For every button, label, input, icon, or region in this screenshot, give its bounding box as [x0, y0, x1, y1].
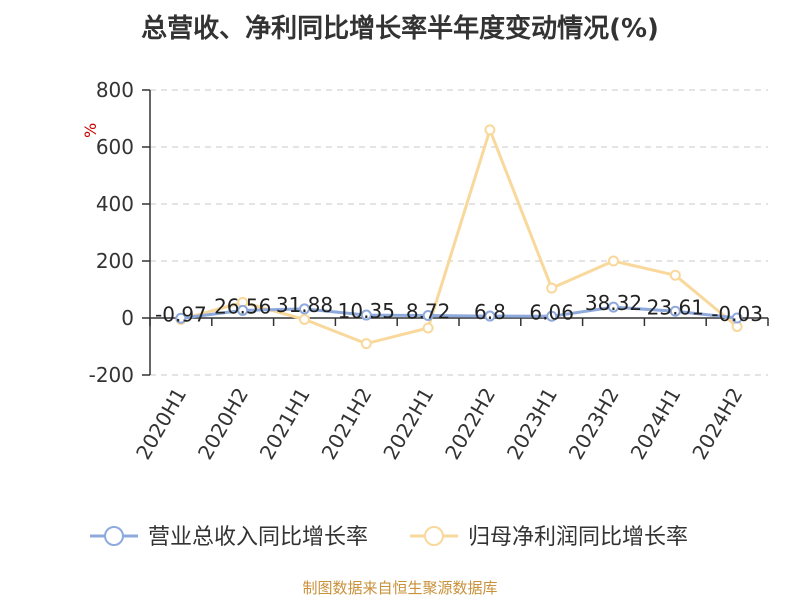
data-label: -0.03: [711, 302, 763, 326]
x-tick-label: 2023H1: [502, 384, 562, 464]
y-tick-label: 600: [96, 135, 134, 159]
data-label: 31.88: [276, 293, 333, 317]
data-label: 8.72: [406, 300, 451, 324]
series-line: [180, 305, 738, 320]
legend-marker: [104, 526, 124, 546]
y-tick-label: 200: [96, 249, 134, 273]
data-point: [360, 338, 372, 350]
x-tick-label: 2021H1: [255, 384, 315, 464]
x-tick-label: 2024H2: [687, 384, 747, 464]
series-points: [175, 124, 743, 350]
data-point: [299, 313, 310, 325]
data-point: [422, 310, 434, 322]
data-point: [608, 301, 619, 313]
y-tick-label: 0: [121, 306, 134, 330]
y-tick-label: -200: [89, 363, 134, 387]
data-point: [175, 312, 187, 324]
x-tick-label: 2024H1: [626, 384, 686, 464]
data-labels: -0.97 26.56 31.88 10.35 8.72 6.8 6.06 38.32 23.6…: [155, 291, 763, 326]
legend-label: 归母净利润同比增长率: [468, 525, 688, 550]
x-tick-label: 2021H2: [317, 384, 377, 464]
data-point: [731, 312, 743, 324]
data-source-note: 制图数据来自恒生聚源数据库: [302, 579, 498, 597]
data-point: [360, 309, 372, 321]
data-point: [608, 255, 619, 267]
grid-lines: [150, 89, 768, 376]
data-label: 6.06: [529, 300, 574, 324]
y-axis: 800 600 400 200 0 -200: [89, 78, 151, 387]
data-point: [237, 304, 249, 316]
data-point: [484, 310, 496, 322]
legend-marker: [424, 526, 444, 546]
data-point: [299, 303, 310, 315]
data-label: 10.35: [338, 299, 395, 323]
x-tick-label: 2022H1: [378, 383, 438, 463]
data-point: [546, 282, 558, 294]
data-point: [422, 322, 434, 334]
x-axis: 2020H1 2020H2 2021H1 2021H2 2022H1 2022H2 2023…: [131, 317, 769, 464]
data-label: -0.97: [155, 302, 207, 326]
y-axis-label: %: [81, 123, 100, 138]
y-tick-label: 800: [96, 78, 134, 102]
data-label: 23.61: [647, 295, 704, 319]
legend-label: 营业总收入同比增长率: [148, 525, 368, 550]
legend: 营业总收入同比增长率 归母净利润同比增长率: [90, 525, 688, 550]
data-label: 6.8: [474, 300, 506, 324]
x-tick-label: 2020H2: [193, 384, 253, 464]
chart-title: 总营收、净利同比增长率半年度变动情况(%): [141, 14, 659, 44]
x-tick-label: 2023H2: [564, 384, 624, 464]
x-tick-label: 2020H1: [131, 384, 191, 464]
data-label: 38.32: [585, 291, 642, 315]
data-point: [484, 124, 496, 136]
data-point: [669, 305, 681, 317]
x-tick-label: 2022H2: [440, 384, 500, 464]
data-point: [669, 269, 681, 281]
series-lines: [180, 128, 739, 346]
y-tick-label: 400: [96, 192, 134, 216]
data-point: [546, 310, 558, 322]
data-label: 26.56: [214, 294, 271, 318]
